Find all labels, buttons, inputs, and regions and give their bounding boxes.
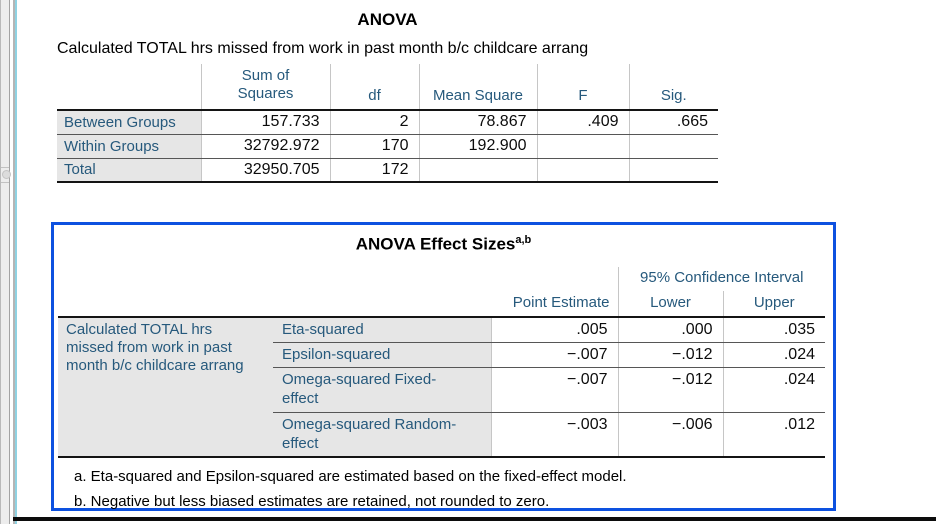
row-label-between-groups: Between Groups xyxy=(57,110,201,135)
effect-sizes-table-title: ANOVA Effect Sizesa,b xyxy=(54,234,833,255)
row-label-within-groups: Within Groups xyxy=(57,134,201,159)
cell-omega-random-lower: −.006 xyxy=(617,412,723,458)
effect-sizes-table-grid: 95% Confidence Interval Point Estimate L… xyxy=(58,266,825,458)
cell-within-df: 170 xyxy=(329,134,419,159)
splitter-grip-dot[interactable] xyxy=(2,170,11,179)
cell-within-mean-square: 192.900 xyxy=(418,134,537,159)
effect-sizes-title-text: ANOVA Effect Sizes xyxy=(355,234,516,254)
header-df: df xyxy=(329,64,419,111)
table-row: Calculated TOTAL hrs missed from work in… xyxy=(58,316,825,458)
pane-splitter-track[interactable] xyxy=(0,0,11,524)
cell-between-sig: .665 xyxy=(628,110,718,135)
row-label-total: Total xyxy=(57,158,201,183)
cell-eta-point-estimate: .005 xyxy=(490,316,618,343)
row-label-epsilon-squared: Epsilon-squared xyxy=(273,342,491,369)
table-row: Total 32950.705 172 xyxy=(57,158,718,183)
anova-table-grid: Sum of Squares df Mean Square F Sig. Bet… xyxy=(57,64,718,183)
cell-within-sig xyxy=(628,134,718,159)
splitter-grip-line-top xyxy=(1,167,9,168)
table-row: Within Groups 32792.972 170 192.900 xyxy=(57,134,718,159)
row-label-eta-squared: Eta-squared xyxy=(273,316,491,343)
cell-omega-random-upper: .012 xyxy=(722,412,825,458)
header-mean-square: Mean Square xyxy=(418,64,537,111)
header-empty-stub xyxy=(58,267,491,291)
footnotes-block: a. Eta-squared and Epsilon-squared are e… xyxy=(74,464,833,514)
cell-epsilon-lower: −.012 xyxy=(617,342,723,369)
cell-between-sum-of-squares: 157.733 xyxy=(200,110,330,135)
footnote-a: a. Eta-squared and Epsilon-squared are e… xyxy=(74,467,627,485)
anova-table-caption: Calculated TOTAL hrs missed from work in… xyxy=(57,40,589,57)
table-row: Epsilon-squared −.007 −.012 .024 xyxy=(58,342,825,369)
header-point-estimate: Point Estimate xyxy=(491,290,618,318)
row-group-label: Calculated TOTAL hrs missed from work in… xyxy=(58,316,273,458)
footnote-b: b. Negative but less biased estimates ar… xyxy=(74,492,550,510)
anova-pivot-table[interactable]: ANOVA Calculated TOTAL hrs missed from w… xyxy=(57,10,718,183)
cell-omega-fixed-lower: −.012 xyxy=(617,367,723,414)
table-row: Between Groups 157.733 2 78.867 .409 .66… xyxy=(57,110,718,135)
header-lower: Lower xyxy=(617,290,723,318)
header-upper: Upper xyxy=(722,290,825,318)
cell-total-f xyxy=(536,158,629,183)
splitter-grip-line-bottom xyxy=(1,182,9,183)
anova-table-title: ANOVA xyxy=(357,10,418,29)
header-sig: Sig. xyxy=(628,64,718,111)
row-label-omega-random: Omega-squared Random-effect xyxy=(273,412,491,458)
header-sum-of-squares: Sum of Squares xyxy=(200,64,330,111)
cell-epsilon-upper: .024 xyxy=(722,342,825,369)
cell-within-sum-of-squares: 32792.972 xyxy=(200,134,330,159)
cell-eta-lower: .000 xyxy=(617,316,723,343)
header-empty-stub-2 xyxy=(58,290,491,318)
cell-omega-fixed-upper: .024 xyxy=(722,367,825,414)
header-f: F xyxy=(536,64,629,111)
cell-omega-random-point-estimate: −.003 xyxy=(490,412,618,458)
window-bottom-edge xyxy=(13,517,936,521)
cell-between-f: .409 xyxy=(536,110,629,135)
header-empty-stub xyxy=(57,64,201,111)
cell-total-df: 172 xyxy=(329,158,419,183)
cell-total-mean-square xyxy=(418,158,537,183)
pane-divider-line xyxy=(13,0,15,524)
cell-total-sig xyxy=(628,158,718,183)
cell-between-df: 2 xyxy=(329,110,419,135)
cell-within-f xyxy=(536,134,629,159)
effect-sizes-pivot-table-selected[interactable]: ANOVA Effect Sizesa,b 95% Confidence Int… xyxy=(51,222,836,511)
header-empty-point-estimate xyxy=(491,267,618,291)
title-footnote-marker: a,b xyxy=(515,234,532,246)
row-label-omega-fixed: Omega-squared Fixed-effect xyxy=(273,367,491,414)
cell-total-sum-of-squares: 32950.705 xyxy=(200,158,330,183)
header-ci-group: 95% Confidence Interval xyxy=(617,266,825,291)
cell-between-mean-square: 78.867 xyxy=(418,110,537,135)
cell-eta-upper: .035 xyxy=(722,316,825,343)
table-row: Omega-squared Fixed-effect −.007 −.012 .… xyxy=(58,367,825,414)
table-row: Omega-squared Random-effect −.003 −.006 … xyxy=(58,412,825,458)
cell-omega-fixed-point-estimate: −.007 xyxy=(490,367,618,414)
cell-epsilon-point-estimate: −.007 xyxy=(490,342,618,369)
content-pane-accent-line xyxy=(15,0,17,524)
